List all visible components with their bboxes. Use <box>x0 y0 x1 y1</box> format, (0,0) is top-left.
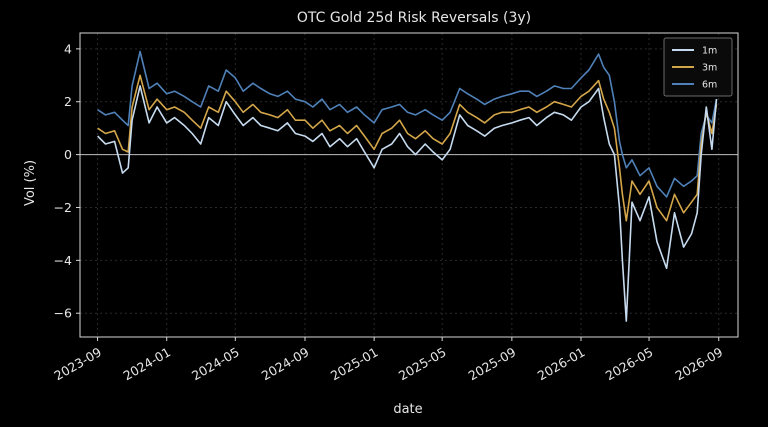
legend: 1m 3m 6m <box>663 37 733 97</box>
series-line-1m <box>97 85 718 322</box>
series-line-3m <box>97 74 718 222</box>
y-tick-label: 0 <box>64 147 72 162</box>
plot-frame <box>79 32 739 338</box>
y-tick-label: −2 <box>54 200 72 215</box>
y-axis-label: Vol (%) <box>23 160 38 206</box>
series-layer <box>97 50 718 322</box>
legend-label-6m: 6m <box>702 80 717 91</box>
chart-title: OTC Gold 25d Risk Reversals (3y) <box>297 10 531 26</box>
x-axis-label: date <box>393 402 422 417</box>
legend-label-3m: 3m <box>702 63 717 74</box>
y-axis-ticks: 4 2 0 −2 −4 −6 <box>54 41 80 321</box>
legend-box <box>663 37 733 97</box>
y-tick-label: 2 <box>64 94 72 109</box>
y-tick-label: −4 <box>54 253 72 268</box>
y-tick-label: −6 <box>54 306 72 321</box>
series-line-6m <box>97 50 718 198</box>
legend-label-1m: 1m <box>702 46 717 57</box>
y-tick-label: 4 <box>64 41 72 56</box>
